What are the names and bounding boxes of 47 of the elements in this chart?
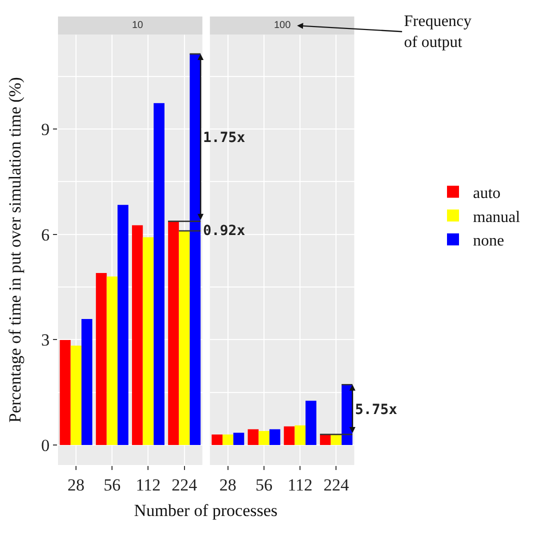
- text: 5.75x: [355, 402, 398, 418]
- bar: [70, 346, 82, 445]
- annotation: 0.92x: [203, 223, 246, 239]
- x-tick-label: 112: [288, 475, 313, 494]
- x-tick-label: 56: [104, 475, 121, 494]
- legend-label: auto: [473, 184, 501, 202]
- y-tick-label: 9: [41, 120, 50, 140]
- bar: [222, 434, 234, 445]
- bar: [154, 103, 164, 445]
- bar: [212, 434, 223, 445]
- bar: [106, 276, 118, 445]
- legend-label: manual: [473, 208, 521, 226]
- x-tick-label: 28: [219, 475, 236, 494]
- bar: [178, 230, 190, 445]
- text: Frequency of output: [404, 13, 472, 51]
- bar: [118, 204, 128, 445]
- bar: [81, 318, 92, 445]
- bar: [233, 432, 244, 445]
- bar: [248, 429, 259, 445]
- chart-title: 100: [274, 20, 292, 31]
- bar: [320, 434, 331, 445]
- bar: [306, 400, 316, 445]
- bar: [258, 430, 270, 445]
- x-tick-label: 112: [136, 475, 161, 494]
- bar: [168, 221, 179, 445]
- y-axis-title: Percentage of time in put over simulation time (%): [6, 77, 25, 423]
- y-tick-label: 0: [41, 436, 50, 455]
- bar: [190, 54, 201, 445]
- chart-title: 10: [132, 20, 144, 31]
- x-tick-label: 224: [323, 475, 350, 494]
- bar: [132, 225, 143, 445]
- legend-label: none: [473, 232, 504, 250]
- bar: [342, 384, 352, 445]
- y-tick-label: 6: [41, 225, 50, 244]
- bar: [269, 429, 280, 445]
- y-tick-label: 3: [41, 330, 50, 350]
- annotation: 1.75x: [203, 130, 246, 146]
- bar: [294, 425, 306, 445]
- bar: [96, 272, 107, 445]
- bar: [142, 237, 154, 445]
- x-axis-title: Number of processes: [134, 501, 278, 520]
- x-tick-label: 56: [256, 475, 273, 494]
- bar: [60, 340, 71, 445]
- bar: [284, 426, 295, 445]
- bar: [330, 434, 342, 445]
- x-tick-label: 28: [68, 475, 85, 494]
- x-tick-label: 224: [172, 475, 198, 494]
